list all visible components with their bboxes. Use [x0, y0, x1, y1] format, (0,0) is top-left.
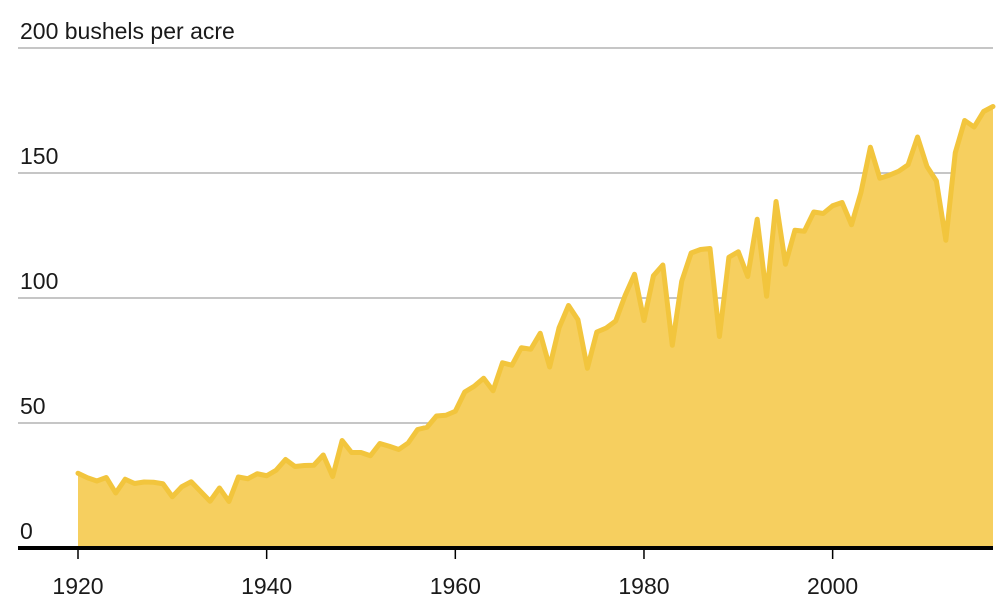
y-tick-labels: 0 50 100 150 200 bushels per acre [20, 18, 235, 544]
y-tick-label-50: 50 [20, 393, 46, 419]
y-tick-label-100: 100 [20, 268, 58, 294]
area-layer [75, 104, 996, 548]
x-axis [18, 546, 993, 559]
y-tick-label-0: 0 [20, 518, 33, 544]
x-tick-label-1920: 1920 [52, 573, 103, 599]
x-tick-labels: 1920 1940 1960 1980 2000 [52, 573, 858, 599]
x-tick-label-2000: 2000 [807, 573, 858, 599]
x-tick-label-1960: 1960 [430, 573, 481, 599]
y-tick-label-200: 200 bushels per acre [20, 18, 235, 44]
x-tick-label-1940: 1940 [241, 573, 292, 599]
x-tick-label-1980: 1980 [618, 573, 669, 599]
y-tick-label-150: 150 [20, 143, 58, 169]
yield-area [78, 106, 993, 548]
yield-line [75, 104, 996, 504]
